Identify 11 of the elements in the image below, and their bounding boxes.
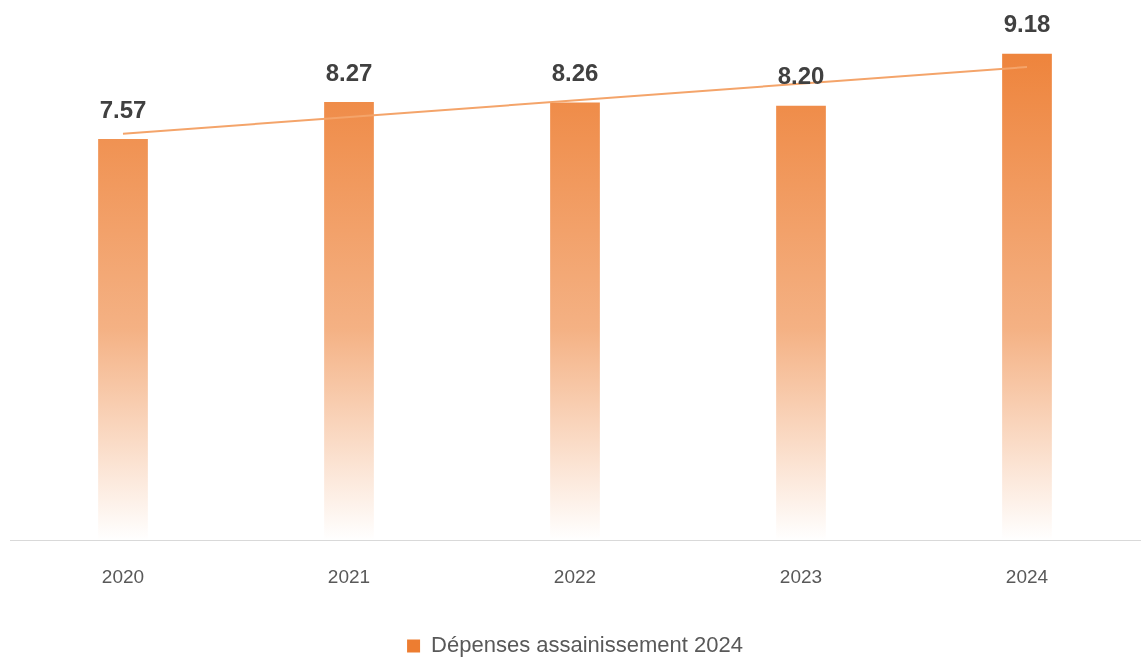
data-label: 8.27 [325,58,373,86]
x-tick-label: 2022 [553,565,597,587]
data-label: 8.26 [551,59,599,87]
data-label: 7.57 [99,95,147,123]
x-tick-label: 2021 [327,565,371,587]
data-label: 8.20 [777,62,825,90]
x-tick-label: 2023 [779,565,823,587]
x-tick-label: 2020 [101,565,145,587]
data-label: 9.18 [1003,10,1051,38]
x-tick-label: 2024 [1005,565,1049,587]
legend-label: Dépenses assainissement 2024 [431,632,743,658]
